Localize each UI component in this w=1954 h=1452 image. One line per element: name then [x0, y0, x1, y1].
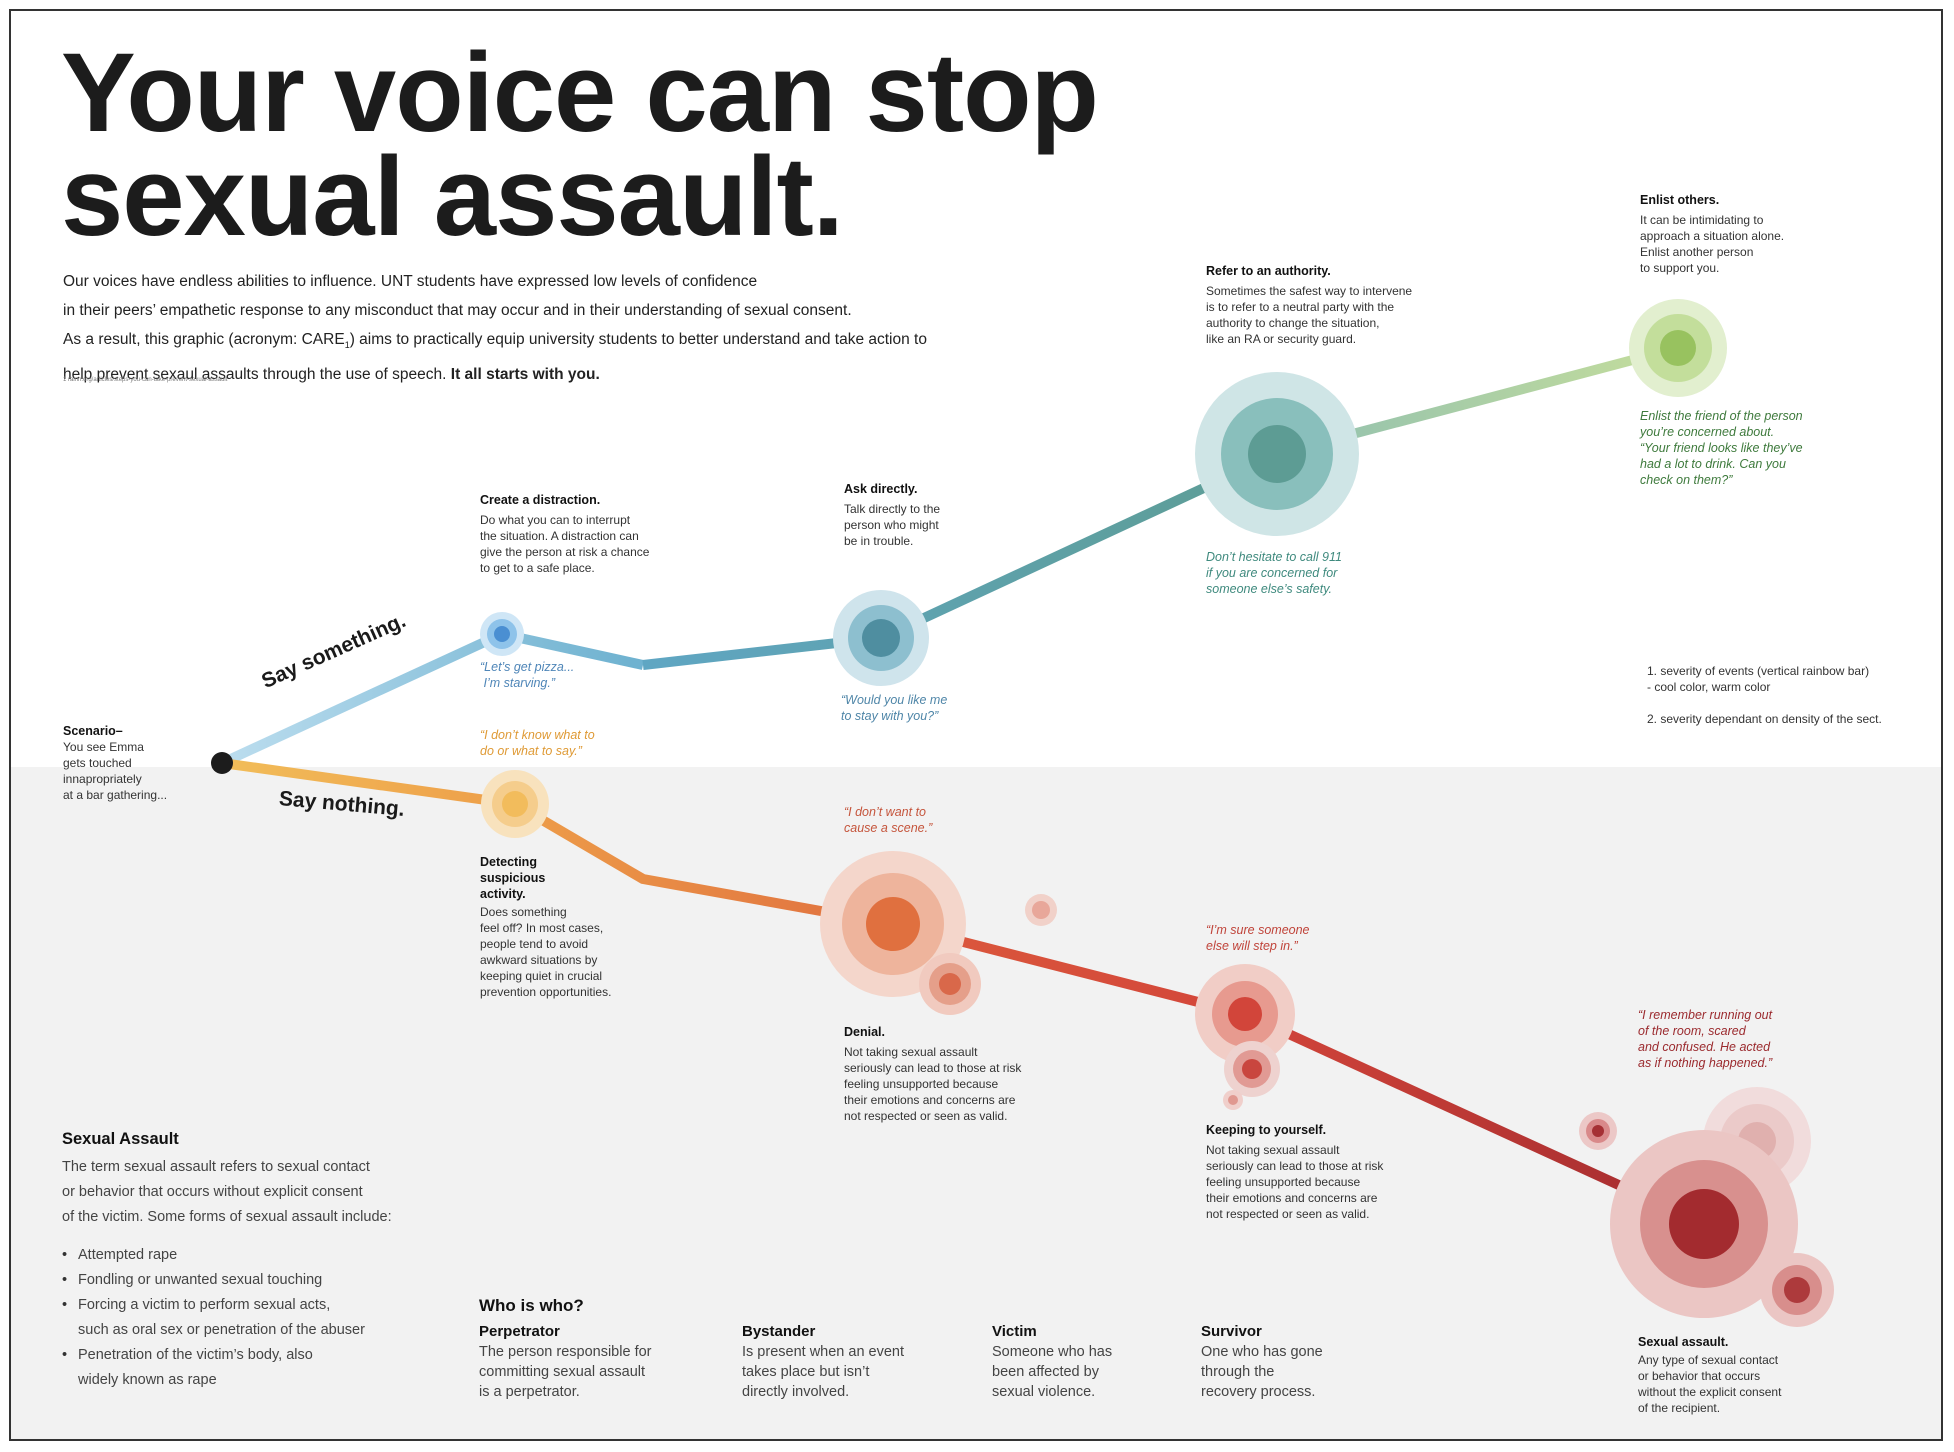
ask-body: Talk directly to the person who might be… — [844, 502, 941, 548]
detecting-quote: “I don’t know what to do or what to say.… — [480, 728, 595, 758]
severity-note-2: 2. severity dependant on density of the … — [1647, 712, 1882, 726]
detecting-title: Detecting suspicious activity. — [480, 855, 546, 901]
who-title: Who is who? — [479, 1296, 584, 1315]
title-line-2: sexual assault. — [61, 134, 844, 259]
scenario-start-dot — [211, 752, 233, 774]
definition-body: The term sexual assault refers to sexual… — [62, 1159, 392, 1225]
assault-quote: “I remember running out of the room, sca… — [1638, 1008, 1773, 1070]
authority-quote: Don’t hesitate to call 911 if you are co… — [1206, 550, 1342, 596]
say-something-line-2 — [642, 449, 1280, 670]
distraction-body: Do what you can to interrupt the situati… — [480, 513, 650, 575]
assault-title: Sexual assault. — [1638, 1335, 1729, 1349]
node-denial-circle — [820, 851, 1057, 1015]
ask-quote: “Would you like me to stay with you?” — [841, 693, 948, 723]
node-keeping-text: Keeping to yourself. Not taking sexual a… — [1206, 1122, 1383, 1222]
enlist-body: It can be intimidating to approach a sit… — [1640, 213, 1785, 275]
victim-body: Someone who has been affected by sexual … — [992, 1344, 1113, 1400]
distraction-title: Create a distraction. — [480, 493, 601, 507]
intro-emphasis: It all starts with you. — [450, 366, 600, 384]
definition-title: Sexual Assault — [62, 1130, 179, 1148]
denial-quote: “I don’t want to cause a scene.” — [844, 805, 933, 835]
node-assault-text: Sexual assault. Any type of sexual conta… — [1638, 1334, 1781, 1416]
intro-line-2: in their peers’ empathetic response to a… — [63, 302, 852, 319]
node-enlist-text: Enlist others. It can be intimidating to… — [1640, 192, 1784, 276]
authority-title: Refer to an authority. — [1206, 264, 1331, 278]
intro-line-1: Our voices have endless abilities to inf… — [63, 273, 758, 290]
bystander-name: Bystander — [742, 1323, 816, 1340]
enlist-title: Enlist others. — [1640, 193, 1720, 207]
scenario-label: Scenario– You see Emma gets touched inna… — [63, 723, 167, 803]
who-survivor: Survivor One who has gone through the re… — [1201, 1323, 1323, 1402]
say-nothing-line-1 — [221, 758, 894, 929]
node-distraction-circle — [480, 612, 524, 656]
detecting-body: Does something feel off? In most cases, … — [480, 905, 612, 999]
intro-line-3: As a result, this graphic (acronym: CARE… — [63, 331, 927, 351]
bystander-body: Is present when an event takes place but… — [742, 1344, 905, 1400]
node-detecting-circle — [481, 770, 549, 838]
keeping-quote: “I’m sure someone else will step in.” — [1206, 923, 1310, 953]
definition-item: Attempted rape — [62, 1243, 392, 1268]
definition-item: Forcing a victim to perform sexual acts,… — [62, 1293, 392, 1343]
node-detecting-text: Detecting suspicious activity. Does some… — [480, 854, 611, 1000]
definition-list: Attempted rape Fondling or unwanted sexu… — [62, 1243, 392, 1393]
ask-title: Ask directly. — [844, 482, 918, 496]
denial-title: Denial. — [844, 1025, 885, 1039]
node-ask-text: Ask directly. Talk directly to the perso… — [844, 481, 940, 549]
footnote: 1 rainn.org/articles/steps-you-can-take-… — [63, 377, 228, 383]
infographic-frame: Your voice can stop sexual assault. Our … — [9, 9, 1943, 1441]
enlist-quote: Enlist the friend of the person you’re c… — [1640, 409, 1803, 487]
intro-line-4: help prevent sexaul assaults through the… — [63, 366, 600, 384]
scenario-title: Scenario– — [63, 724, 123, 738]
node-denial-text: Denial. Not taking sexual assault seriou… — [844, 1024, 1021, 1124]
definition-item: Fondling or unwanted sexual touching — [62, 1268, 392, 1293]
node-distraction-text: Create a distraction. Do what you can to… — [480, 492, 649, 576]
perpetrator-body: The person responsible for committing se… — [479, 1344, 652, 1400]
node-authority-text: Refer to an authority. Sometimes the saf… — [1206, 263, 1412, 347]
node-assault-circle — [1579, 1087, 1834, 1327]
perpetrator-name: Perpetrator — [479, 1323, 560, 1340]
denial-body: Not taking sexual assault seriously can … — [844, 1045, 1022, 1123]
survivor-name: Survivor — [1201, 1323, 1262, 1340]
severity-note-1: 1. severity of events (vertical rainbow … — [1647, 664, 1870, 694]
assault-body: Any type of sexual contact or behavior t… — [1638, 1353, 1782, 1415]
distraction-quote: “Let’s get pizza... I’m starving.” — [480, 660, 575, 690]
definition-section: Sexual Assault The term sexual assault r… — [62, 1130, 392, 1393]
survivor-body: One who has gone through the recovery pr… — [1201, 1344, 1323, 1400]
node-authority-circle — [1195, 372, 1359, 536]
keeping-body: Not taking sexual assault seriously can … — [1206, 1143, 1384, 1221]
node-keeping-circle — [1195, 964, 1295, 1110]
definition-item: Penetration of the victim’s body, also w… — [62, 1343, 392, 1393]
who-victim: Victim Someone who has been affected by … — [992, 1323, 1112, 1402]
authority-body: Sometimes the safest way to intervene is… — [1206, 284, 1413, 346]
who-perpetrator: Perpetrator The person responsible for c… — [479, 1323, 652, 1402]
node-enlist-circle — [1629, 299, 1727, 397]
title-line-1: Your voice can stop — [61, 30, 1099, 155]
who-bystander: Bystander Is present when an event takes… — [742, 1323, 904, 1402]
node-ask-circle — [833, 590, 929, 686]
keeping-title: Keeping to yourself. — [1206, 1123, 1327, 1137]
path-diagram — [211, 299, 1834, 1327]
victim-name: Victim — [992, 1323, 1037, 1340]
page-title: Your voice can stop sexual assault. — [61, 30, 1099, 259]
intro-text: Our voices have endless abilities to inf… — [63, 267, 1013, 389]
scenario-body: You see Emma gets touched innapropriatel… — [63, 740, 168, 802]
